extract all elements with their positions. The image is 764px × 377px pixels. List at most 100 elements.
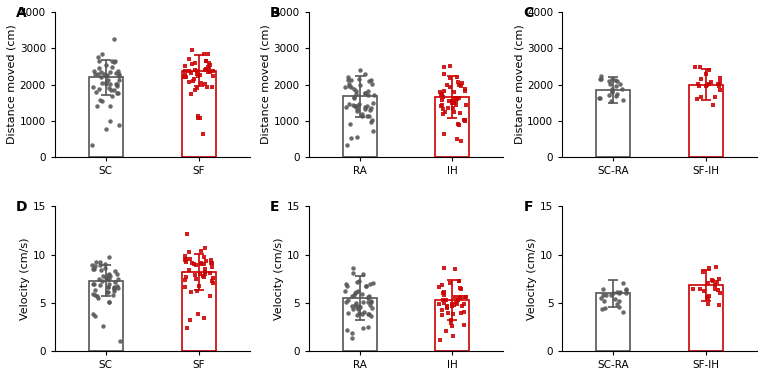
Point: [611, 301, 623, 307]
Point: [700, 83, 712, 89]
Point: [199, 67, 212, 73]
Point: [359, 104, 371, 110]
Point: [606, 86, 618, 92]
Point: [594, 295, 607, 301]
Point: [189, 87, 201, 93]
Point: [450, 98, 462, 104]
Point: [181, 231, 193, 237]
Point: [197, 131, 209, 137]
Point: [712, 81, 724, 87]
Point: [460, 101, 472, 107]
Point: [455, 294, 467, 300]
Point: [357, 299, 369, 305]
Point: [603, 78, 615, 84]
Point: [191, 68, 203, 74]
Point: [454, 110, 466, 116]
Point: [108, 87, 120, 93]
Point: [348, 86, 360, 92]
Point: [186, 261, 199, 267]
Y-axis label: Distance moved (cm): Distance moved (cm): [7, 25, 17, 144]
Point: [183, 56, 195, 62]
Bar: [89, 77, 123, 157]
Point: [86, 262, 99, 268]
Point: [605, 76, 617, 82]
Point: [451, 96, 463, 102]
Point: [354, 83, 366, 89]
Point: [345, 330, 358, 336]
Point: [344, 121, 356, 127]
Point: [206, 264, 219, 270]
Point: [711, 264, 723, 270]
Point: [92, 54, 104, 60]
Text: B: B: [270, 6, 280, 20]
Point: [189, 67, 201, 73]
Point: [189, 76, 201, 82]
Point: [100, 73, 112, 79]
Point: [87, 266, 99, 272]
Point: [460, 294, 472, 300]
Point: [709, 94, 721, 100]
Point: [599, 305, 611, 311]
Point: [104, 81, 116, 87]
Point: [91, 293, 103, 299]
Point: [199, 270, 212, 276]
Point: [206, 261, 219, 267]
Point: [102, 272, 114, 278]
Point: [192, 115, 204, 121]
Point: [108, 35, 120, 41]
Point: [458, 117, 471, 123]
Point: [448, 95, 461, 101]
Point: [94, 262, 106, 268]
Point: [442, 105, 455, 111]
Bar: [597, 90, 630, 157]
Point: [112, 90, 124, 96]
Point: [188, 261, 200, 267]
Point: [204, 293, 216, 299]
Point: [363, 293, 375, 299]
Point: [346, 293, 358, 299]
Text: C: C: [523, 6, 534, 20]
Point: [100, 79, 112, 85]
Point: [714, 87, 726, 93]
Point: [113, 122, 125, 128]
Point: [435, 92, 447, 98]
Point: [108, 288, 121, 294]
Point: [184, 256, 196, 262]
Point: [593, 95, 605, 101]
Point: [194, 80, 206, 86]
Point: [113, 77, 125, 83]
Point: [91, 103, 103, 109]
Point: [455, 310, 468, 316]
Point: [445, 75, 457, 81]
Point: [111, 81, 123, 87]
Point: [438, 64, 450, 70]
Point: [594, 76, 607, 82]
Point: [340, 104, 352, 110]
Point: [349, 103, 361, 109]
Point: [447, 311, 459, 317]
Point: [435, 282, 448, 288]
Point: [356, 111, 368, 117]
Point: [199, 51, 211, 57]
Bar: [182, 71, 215, 157]
Point: [437, 106, 449, 112]
Point: [350, 300, 362, 306]
Point: [353, 76, 365, 82]
Point: [364, 104, 377, 110]
Point: [454, 294, 466, 300]
Point: [438, 71, 450, 77]
Point: [594, 76, 607, 82]
Y-axis label: Distance moved (cm): Distance moved (cm): [261, 25, 270, 144]
Point: [92, 276, 105, 282]
Point: [192, 113, 204, 119]
Point: [112, 90, 124, 96]
Point: [606, 87, 618, 93]
Point: [103, 281, 115, 287]
Point: [206, 67, 219, 74]
Point: [435, 97, 448, 103]
Point: [617, 97, 629, 103]
Point: [348, 94, 360, 100]
Point: [180, 259, 193, 265]
Point: [356, 291, 368, 297]
Point: [439, 297, 452, 303]
